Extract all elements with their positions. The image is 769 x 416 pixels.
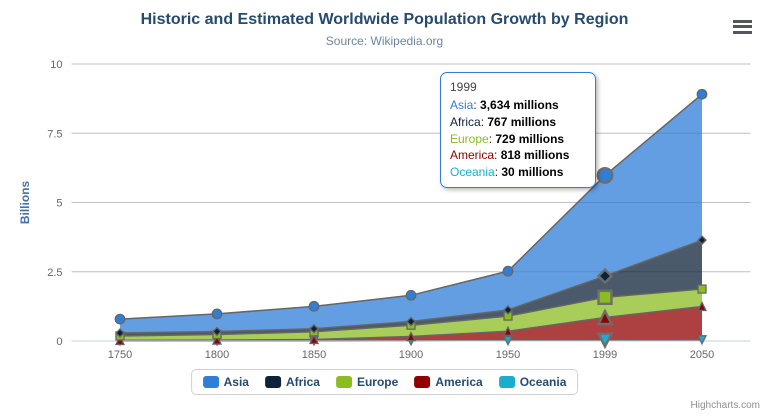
marker-circle[interactable] (308, 300, 320, 312)
legend-swatch-icon (498, 376, 515, 388)
x-axis-label: 1950 (496, 349, 520, 361)
legend-item-europe[interactable]: Europe (335, 375, 399, 389)
tooltip-row-europe: Europe: 729 millions (450, 131, 565, 146)
legend-label: Asia (223, 375, 249, 389)
tooltip-series-value: 729 millions (492, 131, 565, 146)
tooltip-series-value: 767 millions (484, 114, 557, 129)
marker-diamond[interactable] (503, 305, 513, 315)
tooltip-series-name: America (450, 148, 495, 163)
y-axis-label: 5 (56, 198, 62, 210)
tooltip-series-name: Europe (450, 131, 489, 146)
legend-label: America (435, 375, 483, 389)
marker-triangle-down[interactable] (502, 335, 514, 347)
x-axis-label: 1800 (205, 349, 229, 361)
marker-triangle[interactable] (211, 334, 223, 345)
marker-diamond[interactable] (212, 326, 222, 337)
x-axis-label: 1900 (399, 349, 423, 361)
legend-item-asia[interactable]: Asia (202, 375, 249, 389)
hamburger-menu-icon (733, 25, 752, 29)
tooltip: 1999 Asia: 3,634 millions Africa: 767 mil… (440, 72, 596, 188)
marker-triangle-down[interactable] (596, 332, 614, 350)
legend: Asia Africa Europe America Oceania (190, 369, 579, 395)
tooltip-row-america: America: 818 millions (450, 148, 570, 163)
legend-swatch-icon (414, 376, 431, 388)
legend-label: Europe (356, 375, 399, 389)
chart-title: Historic and Estimated Worldwide Populat… (140, 11, 629, 28)
marker-square[interactable] (697, 284, 707, 294)
area-america[interactable] (120, 306, 702, 341)
marker-diamond[interactable] (697, 235, 707, 246)
legend-swatch-icon (335, 376, 352, 388)
x-axis-label: 1850 (302, 349, 326, 361)
marker-circle[interactable] (502, 265, 514, 277)
credits-link[interactable]: Highcharts.com (690, 400, 760, 411)
marker-diamond[interactable] (309, 323, 319, 334)
legend-swatch-icon (202, 376, 219, 388)
legend-item-africa[interactable]: Africa (264, 375, 320, 389)
tooltip-row-oceania: Oceania: 30 millions (450, 165, 564, 180)
y-axis-label: 2.5 (47, 267, 62, 279)
marker-square[interactable] (597, 289, 613, 306)
y-axis-title: Billions (18, 181, 32, 225)
legend-label: Oceania (519, 375, 567, 389)
marker-circle[interactable] (114, 313, 126, 325)
legend-label: Africa (285, 375, 320, 389)
hamburger-menu-icon (733, 20, 752, 24)
marker-triangle[interactable] (596, 308, 614, 326)
tooltip-series-name: Asia (450, 98, 474, 112)
marker-triangle[interactable] (696, 301, 708, 312)
marker-circle[interactable] (211, 308, 223, 320)
tooltip-series-value: 818 millions (497, 148, 570, 163)
marker-triangle-down[interactable] (696, 335, 708, 346)
area-asia[interactable] (120, 94, 702, 333)
tooltip-series-name: Oceania (450, 165, 495, 180)
marker-circle[interactable] (596, 166, 614, 184)
export-menu-button[interactable] (733, 20, 752, 36)
marker-triangle[interactable] (502, 325, 514, 336)
y-axis-label: 7.5 (47, 128, 62, 140)
legend-item-america[interactable]: America (414, 375, 483, 389)
chart-subtitle: Source: Wikipedia.org (325, 34, 444, 48)
tooltip-rows: Asia: 3,634 millions Africa: 767 millions… (450, 97, 586, 181)
tooltip-row-asia: Asia: 3,634 millions (450, 98, 559, 112)
area-africa[interactable] (120, 240, 702, 336)
marker-circle[interactable] (696, 88, 708, 100)
tooltip-series-name: Africa (450, 114, 481, 129)
tooltip-row-africa: Africa: 767 millions (450, 114, 557, 129)
legend-item-oceania[interactable]: Oceania (498, 375, 567, 389)
x-axis-label: 2050 (690, 349, 714, 361)
tooltip-header: 1999 (450, 80, 477, 94)
x-axis-label: 1750 (108, 349, 132, 361)
marker-triangle[interactable] (308, 333, 320, 345)
marker-diamond[interactable] (406, 316, 416, 327)
hamburger-menu-icon (733, 30, 752, 34)
tooltip-series-value: 3,634 millions (476, 98, 559, 112)
y-axis-label: 10 (50, 59, 62, 71)
marker-circle[interactable] (405, 289, 417, 301)
marker-diamond[interactable] (596, 267, 614, 285)
tooltip-series-value: 30 millions (498, 165, 564, 180)
legend-swatch-icon (264, 376, 281, 388)
marker-diamond[interactable] (115, 328, 125, 338)
y-axis-label: 0 (56, 336, 62, 348)
x-axis-label: 1999 (593, 349, 617, 361)
marker-triangle[interactable] (405, 331, 417, 342)
